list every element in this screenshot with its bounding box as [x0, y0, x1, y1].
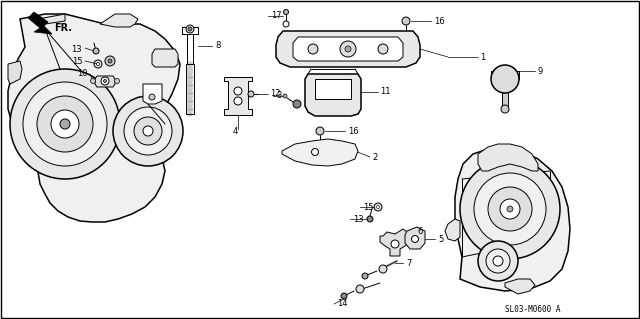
Circle shape — [23, 82, 107, 166]
Circle shape — [507, 206, 513, 212]
Circle shape — [391, 240, 399, 248]
Text: 8: 8 — [215, 41, 220, 50]
Circle shape — [37, 96, 93, 152]
Text: 10: 10 — [77, 70, 88, 78]
Text: 3: 3 — [276, 92, 282, 100]
Circle shape — [488, 187, 532, 231]
Circle shape — [93, 48, 99, 54]
Circle shape — [376, 205, 380, 209]
Circle shape — [460, 159, 560, 259]
Circle shape — [367, 216, 373, 222]
Text: 16: 16 — [348, 127, 358, 136]
Circle shape — [379, 265, 387, 273]
Circle shape — [486, 249, 510, 273]
Polygon shape — [305, 74, 361, 116]
Polygon shape — [95, 76, 115, 87]
Polygon shape — [224, 77, 252, 115]
Circle shape — [90, 78, 95, 84]
Circle shape — [283, 94, 287, 98]
Polygon shape — [478, 144, 538, 171]
Polygon shape — [505, 279, 535, 294]
Text: 17: 17 — [271, 11, 282, 20]
Circle shape — [362, 273, 368, 279]
Polygon shape — [276, 31, 420, 67]
Circle shape — [491, 65, 519, 93]
Circle shape — [501, 105, 509, 113]
Text: 1: 1 — [480, 53, 485, 62]
Circle shape — [412, 235, 419, 242]
Circle shape — [308, 44, 318, 54]
Circle shape — [478, 241, 518, 281]
Circle shape — [134, 117, 162, 145]
Circle shape — [97, 63, 99, 65]
Circle shape — [312, 149, 319, 155]
Circle shape — [402, 17, 410, 25]
Circle shape — [51, 110, 79, 138]
Circle shape — [293, 100, 301, 108]
Text: 13: 13 — [72, 44, 82, 54]
Circle shape — [378, 44, 388, 54]
Text: 4: 4 — [232, 128, 237, 137]
Text: 5: 5 — [438, 234, 444, 243]
Text: SL03-M0600 A: SL03-M0600 A — [505, 305, 561, 314]
Circle shape — [186, 25, 194, 33]
Circle shape — [356, 285, 364, 293]
Circle shape — [234, 97, 242, 105]
Circle shape — [10, 69, 120, 179]
Polygon shape — [293, 37, 403, 61]
Polygon shape — [100, 14, 138, 27]
Text: 16: 16 — [434, 17, 445, 26]
Circle shape — [248, 91, 254, 97]
Polygon shape — [315, 79, 351, 99]
Circle shape — [94, 60, 102, 68]
Text: FR.: FR. — [54, 23, 72, 33]
Circle shape — [101, 77, 109, 85]
Circle shape — [493, 256, 503, 266]
Text: 12: 12 — [270, 90, 280, 99]
Polygon shape — [8, 61, 22, 84]
Circle shape — [188, 27, 192, 31]
Circle shape — [341, 293, 347, 299]
Polygon shape — [282, 139, 358, 166]
Circle shape — [374, 203, 382, 211]
Text: 2: 2 — [372, 152, 377, 161]
Circle shape — [340, 41, 356, 57]
Circle shape — [108, 59, 112, 63]
Polygon shape — [152, 49, 178, 67]
Text: 9: 9 — [537, 66, 542, 76]
Polygon shape — [445, 219, 460, 241]
Circle shape — [500, 199, 520, 219]
Polygon shape — [143, 84, 162, 104]
Text: 7: 7 — [406, 258, 412, 268]
Circle shape — [149, 94, 155, 100]
Circle shape — [345, 46, 351, 52]
Circle shape — [316, 127, 324, 135]
Text: 6: 6 — [417, 227, 422, 236]
Polygon shape — [38, 14, 65, 24]
Polygon shape — [380, 229, 410, 256]
Polygon shape — [455, 147, 570, 291]
Text: 14: 14 — [337, 300, 348, 308]
Text: 11: 11 — [380, 87, 390, 97]
Circle shape — [124, 107, 172, 155]
Polygon shape — [28, 12, 52, 34]
Text: 15: 15 — [363, 203, 374, 211]
Polygon shape — [405, 227, 425, 249]
Circle shape — [113, 96, 183, 166]
Circle shape — [105, 56, 115, 66]
Circle shape — [115, 78, 120, 84]
Circle shape — [143, 126, 153, 136]
Circle shape — [60, 119, 70, 129]
Text: 15: 15 — [72, 56, 83, 65]
Text: 13: 13 — [353, 214, 364, 224]
Circle shape — [234, 87, 242, 95]
Circle shape — [474, 173, 546, 245]
Polygon shape — [8, 14, 180, 222]
Circle shape — [283, 21, 289, 27]
Circle shape — [104, 79, 106, 83]
Circle shape — [284, 10, 289, 14]
